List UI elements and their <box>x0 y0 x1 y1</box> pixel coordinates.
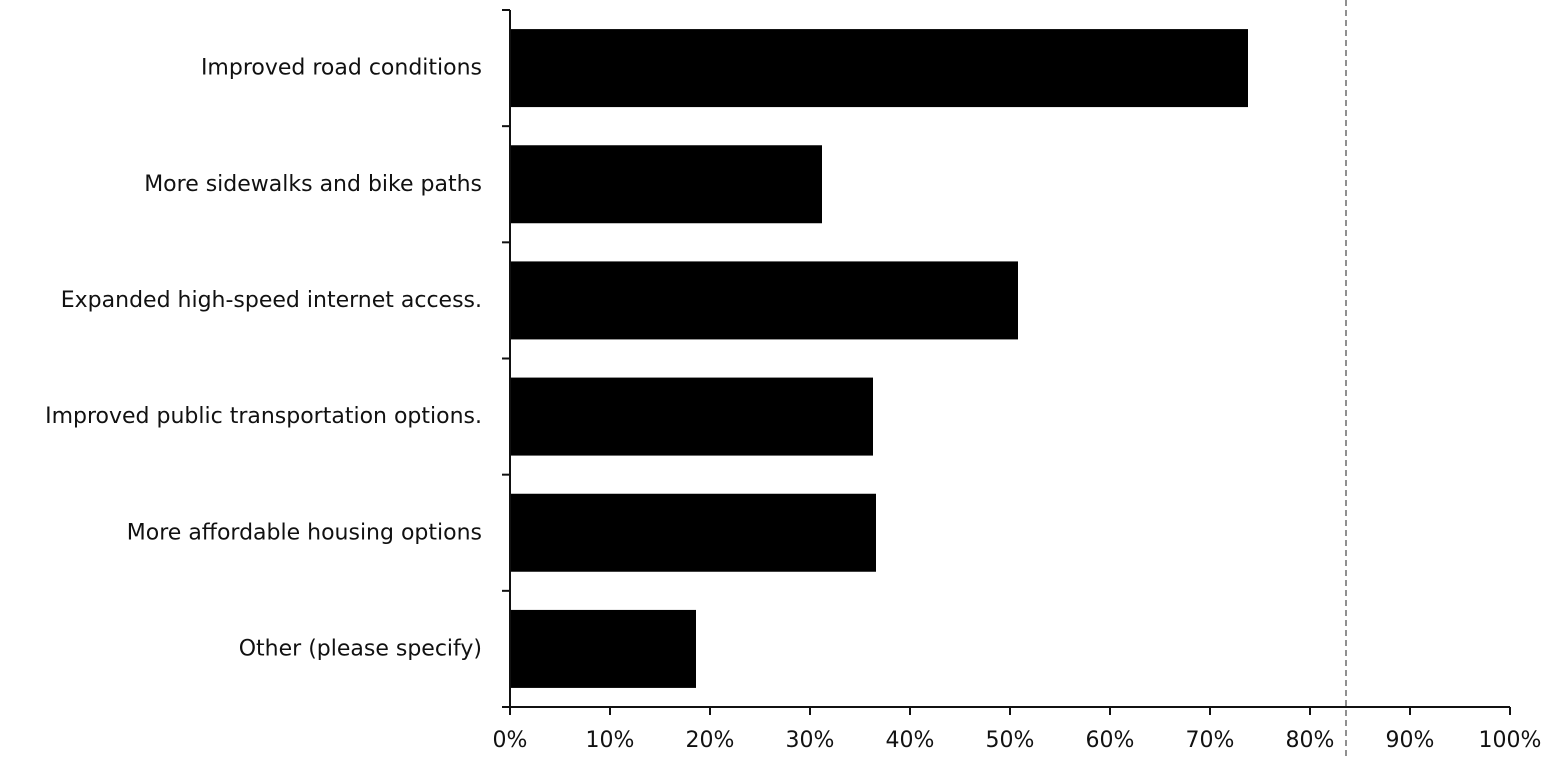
category-labels-group: Improved road conditions More sidewalks a… <box>45 56 482 662</box>
x-tick-label-3: 30% <box>786 728 835 753</box>
x-tick-label-4: 40% <box>886 728 935 753</box>
bars-group <box>510 29 1248 688</box>
bar-5 <box>510 609 696 688</box>
bar-1 <box>510 145 822 224</box>
bar-3 <box>510 377 873 456</box>
x-tick-label-2: 20% <box>686 728 735 753</box>
category-label-5: Other (please specify) <box>239 636 482 661</box>
x-tick-label-7: 70% <box>1186 728 1235 753</box>
x-tick-label-5: 50% <box>986 728 1035 753</box>
category-label-2: Expanded high-speed internet access. <box>61 288 482 313</box>
x-ticks-group: 0% 10% 20% 30% 40% 50% 60% 70% 80% 90% 100% <box>493 707 1542 753</box>
x-tick-label-9: 90% <box>1386 728 1435 753</box>
category-label-3: Improved public transportation options. <box>45 404 482 429</box>
category-label-0: Improved road conditions <box>201 56 482 81</box>
x-tick-label-8: 80% <box>1286 728 1335 753</box>
x-tick-label-0: 0% <box>493 728 528 753</box>
x-tick-label-1: 10% <box>586 728 635 753</box>
x-tick-label-6: 60% <box>1086 728 1135 753</box>
axes-group <box>502 9 1510 708</box>
category-label-1: More sidewalks and bike paths <box>144 172 482 197</box>
bar-2 <box>510 261 1018 340</box>
x-tick-label-10: 100% <box>1479 728 1542 753</box>
category-label-4: More affordable housing options <box>127 520 482 545</box>
bar-4 <box>510 493 876 572</box>
bar-0 <box>510 29 1248 108</box>
